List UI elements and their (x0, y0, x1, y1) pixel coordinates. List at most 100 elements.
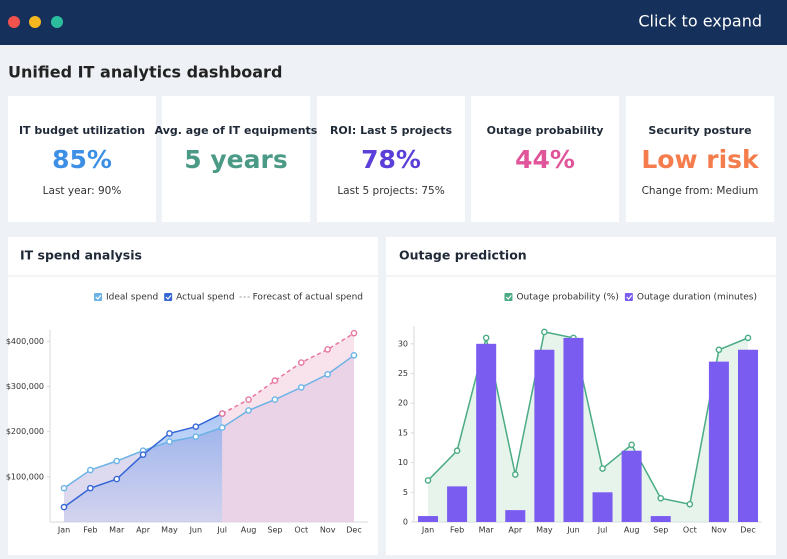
bar (650, 516, 671, 522)
bar (418, 516, 438, 522)
x-tick-label: Nov (711, 526, 727, 535)
window-dot (29, 16, 41, 28)
legend-label: Forecast of actual spend (253, 293, 363, 303)
legend-label: Actual spend (176, 293, 234, 303)
kpi-value: 5 years (184, 145, 287, 174)
point (60, 503, 68, 511)
y-tick-label: $300,000 (6, 382, 44, 391)
point (686, 500, 694, 508)
kpi-label: Avg. age of IT equipments (155, 124, 318, 137)
kpi-card (471, 96, 619, 222)
line (221, 332, 355, 415)
line (63, 354, 355, 489)
legend-icon (94, 293, 103, 301)
point (271, 396, 279, 403)
point (350, 329, 358, 337)
legend-check (626, 295, 633, 300)
point (297, 359, 305, 366)
point (424, 477, 432, 484)
y-tick-label: 30 (398, 339, 408, 348)
point (324, 370, 331, 378)
kpi-value: Low risk (641, 145, 760, 174)
x-tick-label: Oct (294, 526, 308, 535)
point (60, 484, 68, 492)
kpi-card (626, 96, 774, 222)
bar (738, 349, 758, 522)
bar (505, 510, 526, 522)
legend-icon (164, 293, 173, 301)
point (271, 377, 279, 384)
bar (534, 349, 555, 522)
y-tick-label: $200,000 (6, 427, 44, 436)
kpi-card (317, 96, 465, 222)
kpi-card (162, 96, 310, 222)
point (166, 430, 173, 437)
x-tick-label: Sep (653, 526, 668, 535)
point (218, 410, 226, 417)
point (113, 475, 121, 483)
x-tick-label: Aug (624, 526, 640, 535)
kpi-note: Last 5 projects: 75% (337, 185, 444, 197)
area (64, 413, 223, 522)
area (428, 331, 748, 522)
x-tick-label: Jan (57, 526, 70, 535)
kpi-card (8, 96, 156, 222)
x-tick-label: Oct (683, 526, 697, 535)
x-tick-label: Jul (597, 526, 608, 535)
x-tick-label: Dec (740, 526, 755, 535)
x-tick-label: Feb (450, 526, 464, 535)
point (218, 424, 226, 431)
x-tick-label: Jun (189, 526, 203, 535)
legend-icon (504, 293, 513, 301)
y-tick-label: $100,000 (6, 472, 44, 481)
point (192, 433, 200, 440)
point (324, 346, 331, 353)
y-tick-label: 20 (398, 399, 408, 408)
x-tick-label: Feb (83, 526, 97, 535)
bar (708, 361, 729, 522)
point (113, 457, 121, 465)
x-tick-label: Jan (421, 526, 434, 535)
x-tick-label: Mar (109, 526, 125, 535)
kpi-label: ROI: Last 5 projects (330, 124, 453, 137)
point (87, 484, 94, 492)
kpi-label: IT budget utilization (19, 124, 145, 137)
point (482, 334, 490, 342)
x-tick-label: Sep (267, 526, 282, 535)
legend-check (95, 295, 102, 300)
point (297, 384, 305, 391)
y-tick-label: 10 (398, 458, 408, 467)
y-tick-label: 0 (403, 518, 408, 527)
x-tick-label: Aug (241, 526, 257, 535)
window-dot (8, 16, 20, 28)
point (166, 438, 173, 445)
area (222, 333, 354, 522)
bar (621, 450, 642, 522)
point (453, 447, 461, 455)
legend-label: Outage probability (%) (516, 293, 618, 303)
x-tick-label: May (161, 526, 178, 535)
kpi-value: 78% (361, 145, 421, 174)
legend-icon (624, 293, 633, 301)
bar (476, 343, 497, 522)
legend-check (505, 295, 512, 300)
panel-title: IT spend analysis (20, 248, 142, 263)
point (599, 465, 606, 472)
point (87, 466, 94, 474)
legend-check (165, 295, 172, 300)
y-tick-label: $400,000 (6, 337, 44, 346)
expand-button[interactable]: Click to expand (638, 12, 762, 31)
x-tick-label: Jul (216, 526, 227, 535)
bar (563, 337, 584, 522)
panel-title: Outage prediction (399, 248, 527, 263)
x-tick-label: Dec (346, 526, 361, 535)
point (511, 471, 519, 478)
legend-label: Outage duration (minutes) (637, 293, 757, 303)
x-tick-label: Nov (320, 526, 336, 535)
point (350, 351, 358, 359)
top-bar (0, 0, 787, 45)
kpi-value: 85% (52, 145, 112, 174)
bar (592, 492, 613, 522)
point (628, 441, 635, 449)
